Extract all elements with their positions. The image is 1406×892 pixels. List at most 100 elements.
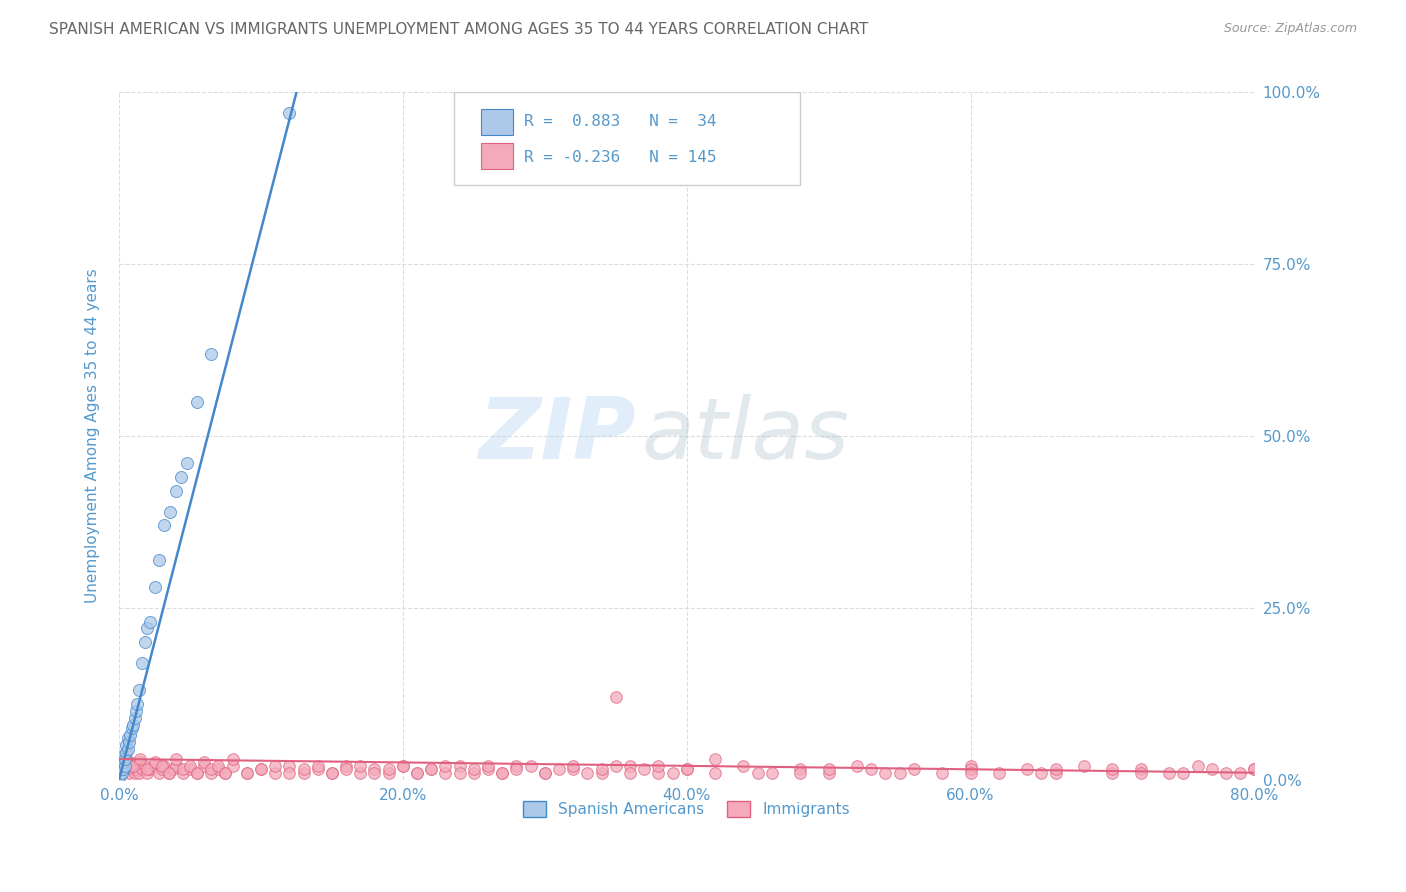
Point xyxy=(406,765,429,780)
Point xyxy=(675,762,697,776)
Point xyxy=(186,394,208,409)
Point xyxy=(214,765,236,780)
Point xyxy=(987,765,1010,780)
Point xyxy=(605,690,627,705)
Point xyxy=(761,765,783,780)
Point xyxy=(112,748,135,763)
Point xyxy=(121,762,143,776)
Point xyxy=(250,762,273,776)
Point xyxy=(533,765,555,780)
Point xyxy=(148,552,170,566)
Point xyxy=(633,762,655,776)
Point xyxy=(434,759,457,773)
Point xyxy=(112,756,135,770)
Point xyxy=(114,762,136,776)
Point xyxy=(165,759,187,773)
Point xyxy=(533,765,555,780)
Point xyxy=(661,765,683,780)
Point xyxy=(591,762,613,776)
Point xyxy=(1229,765,1251,780)
Point xyxy=(1045,762,1067,776)
Point xyxy=(562,762,585,776)
Point xyxy=(120,756,142,770)
Point xyxy=(139,615,162,629)
Point xyxy=(172,765,194,780)
Point xyxy=(250,762,273,776)
Point xyxy=(134,635,156,649)
Point xyxy=(605,759,627,773)
Point xyxy=(136,765,159,780)
Point xyxy=(264,759,287,773)
Text: Source: ZipAtlas.com: Source: ZipAtlas.com xyxy=(1223,22,1357,36)
Point xyxy=(128,765,150,780)
Point xyxy=(875,765,897,780)
Point xyxy=(111,765,134,780)
Point xyxy=(114,759,136,773)
Point xyxy=(162,762,184,776)
Point xyxy=(125,762,148,776)
Text: atlas: atlas xyxy=(641,394,849,477)
Point xyxy=(150,759,173,773)
Point xyxy=(1045,765,1067,780)
Point xyxy=(221,759,243,773)
Point xyxy=(903,762,925,776)
Point xyxy=(1215,765,1237,780)
Point xyxy=(959,762,981,776)
Point xyxy=(278,765,301,780)
Point xyxy=(128,683,150,698)
Point xyxy=(647,765,669,780)
Point xyxy=(150,762,173,776)
Point xyxy=(121,721,143,735)
Point xyxy=(127,759,149,773)
Point xyxy=(434,765,457,780)
Point xyxy=(112,756,135,770)
Point xyxy=(619,759,641,773)
Point xyxy=(959,759,981,773)
Point xyxy=(647,759,669,773)
Point xyxy=(363,762,385,776)
Text: R =  0.883   N =  34: R = 0.883 N = 34 xyxy=(524,113,717,128)
Point xyxy=(406,765,429,780)
Point xyxy=(817,765,839,780)
Point xyxy=(131,762,153,776)
Point xyxy=(363,765,385,780)
Point xyxy=(321,765,343,780)
Point xyxy=(420,762,443,776)
Point xyxy=(176,457,198,471)
Point xyxy=(675,762,697,776)
Point xyxy=(148,765,170,780)
Point xyxy=(143,580,166,594)
Point xyxy=(1129,762,1152,776)
Point xyxy=(114,752,136,766)
Point xyxy=(124,765,146,780)
Point xyxy=(143,756,166,770)
Point xyxy=(860,762,883,776)
Point xyxy=(1101,765,1123,780)
Point xyxy=(136,762,159,776)
Point xyxy=(115,752,138,766)
Point xyxy=(548,762,571,776)
Point xyxy=(264,765,287,780)
Point xyxy=(889,765,911,780)
Point xyxy=(292,765,315,780)
Point xyxy=(1173,765,1195,780)
Point xyxy=(1243,762,1265,776)
Point xyxy=(221,752,243,766)
Point xyxy=(110,769,132,783)
Point xyxy=(321,765,343,780)
Point xyxy=(117,759,139,773)
Point xyxy=(153,759,176,773)
Point xyxy=(491,765,513,780)
Legend: Spanish Americans, Immigrants: Spanish Americans, Immigrants xyxy=(517,796,856,823)
Point xyxy=(335,762,357,776)
Point xyxy=(129,752,152,766)
Point xyxy=(1101,762,1123,776)
Point xyxy=(236,765,259,780)
Point xyxy=(1201,762,1223,776)
Point xyxy=(1187,759,1209,773)
Point xyxy=(292,762,315,776)
Point xyxy=(111,759,134,773)
Point xyxy=(747,765,769,780)
Point xyxy=(186,765,208,780)
Point xyxy=(392,759,415,773)
